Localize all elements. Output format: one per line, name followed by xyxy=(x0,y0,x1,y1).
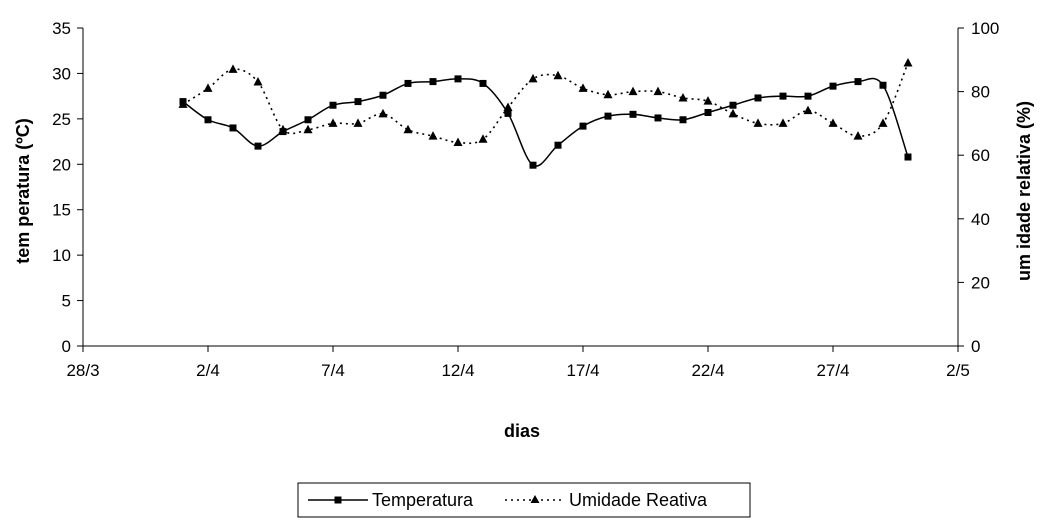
data-point-umidade xyxy=(453,137,463,146)
x-tick-label: 28/3 xyxy=(66,361,99,380)
x-tick-label: 27/4 xyxy=(816,361,849,380)
data-point-temperatura xyxy=(904,153,912,161)
y2-tick-label: 0 xyxy=(971,337,980,356)
legend-label-temperatura: Temperatura xyxy=(372,490,474,510)
data-point-temperatura xyxy=(379,91,387,99)
x-tick-label: 7/4 xyxy=(321,361,345,380)
data-point-umidade xyxy=(603,89,613,99)
data-point-umidade xyxy=(553,70,563,80)
legend-marker-temperatura xyxy=(334,496,342,504)
data-point-umidade xyxy=(353,118,363,127)
y-axis-title: tem peratura (ºC) xyxy=(13,118,33,264)
x-axis-title: dias xyxy=(504,421,540,441)
data-point-umidade xyxy=(778,118,788,127)
y-tick-label: 5 xyxy=(62,292,71,311)
data-point-umidade xyxy=(328,118,338,127)
data-point-umidade xyxy=(428,131,438,140)
y2-tick-label: 60 xyxy=(971,146,990,165)
data-point-temperatura xyxy=(354,98,362,106)
y-tick-label: 20 xyxy=(52,155,71,174)
y-tick-label: 35 xyxy=(52,19,71,38)
y2-tick-label: 20 xyxy=(971,273,990,292)
data-point-temperatura xyxy=(804,92,812,100)
data-point-temperatura xyxy=(679,116,687,124)
data-point-temperatura xyxy=(704,108,712,116)
data-point-temperatura xyxy=(329,101,337,109)
data-point-temperatura xyxy=(479,79,487,87)
data-point-temperatura xyxy=(529,161,537,169)
series-line-temperatura xyxy=(182,77,909,167)
data-point-umidade xyxy=(578,83,588,92)
legend-marker-umidade xyxy=(530,495,540,503)
data-point-temperatura xyxy=(579,122,587,130)
data-point-umidade xyxy=(303,124,313,134)
data-point-umidade xyxy=(728,108,738,118)
data-point-umidade xyxy=(628,86,638,96)
data-point-umidade xyxy=(503,102,513,111)
data-point-umidade xyxy=(253,77,263,86)
data-point-umidade xyxy=(228,64,238,73)
y-tick-label: 30 xyxy=(52,64,71,83)
data-point-umidade xyxy=(803,105,813,115)
data-point-temperatura xyxy=(554,141,562,149)
y2-axis-title: um idade relativa (%) xyxy=(1014,101,1034,281)
y-tick-label: 15 xyxy=(52,201,71,220)
y2-tick-label: 40 xyxy=(971,210,990,229)
data-point-temperatura xyxy=(629,110,637,118)
x-tick-label: 12/4 xyxy=(441,361,474,380)
y2-tick-label: 80 xyxy=(971,83,990,102)
data-point-umidade xyxy=(378,108,388,118)
data-point-umidade xyxy=(853,131,863,140)
data-point-temperatura xyxy=(254,142,262,150)
data-point-umidade xyxy=(203,83,213,92)
data-point-umidade xyxy=(703,96,713,105)
data-point-temperatura xyxy=(754,94,762,102)
data-point-temperatura xyxy=(829,82,837,90)
data-point-temperatura xyxy=(229,124,237,132)
data-point-umidade xyxy=(878,118,888,127)
axes xyxy=(77,27,964,352)
data-point-umidade xyxy=(478,134,488,143)
data-point-temperatura xyxy=(654,114,662,122)
tick-labels: 0 5 10 15 20 25 30 35 0 20 40 60 80 100 28/3 2/4 7/4 12/4… xyxy=(52,19,999,380)
data-point-umidade xyxy=(528,73,538,83)
y-tick-label: 25 xyxy=(52,110,71,129)
series-line-umidade xyxy=(182,62,909,145)
data-point-temperatura xyxy=(454,75,462,83)
x-tick-label: 2/5 xyxy=(946,361,970,380)
data-point-temperatura xyxy=(504,109,512,117)
data-point-umidade xyxy=(653,86,663,96)
data-point-umidade xyxy=(403,124,413,134)
data-point-temperatura xyxy=(304,116,312,124)
data-point-umidade xyxy=(828,118,838,127)
data-point-temperatura xyxy=(429,78,437,86)
data-point-umidade xyxy=(903,57,913,67)
legend: Temperatura Umidade Reativa xyxy=(297,482,751,518)
data-point-umidade xyxy=(278,124,288,134)
data-point-temperatura xyxy=(204,116,212,124)
data-point-temperatura xyxy=(404,79,412,87)
data-point-umidade xyxy=(178,99,188,108)
y2-tick-label: 100 xyxy=(971,19,999,38)
legend-label-umidade: Umidade Reativa xyxy=(569,490,708,510)
x-tick-label: 2/4 xyxy=(196,361,220,380)
data-point-temperatura xyxy=(854,78,862,86)
series-layer xyxy=(178,57,913,169)
data-point-temperatura xyxy=(879,81,887,89)
y-tick-label: 0 xyxy=(62,337,71,356)
data-point-temperatura xyxy=(604,112,612,120)
y-tick-label: 10 xyxy=(52,246,71,265)
data-point-umidade xyxy=(678,92,688,102)
data-point-umidade xyxy=(753,118,763,127)
data-point-temperatura xyxy=(779,92,787,100)
x-tick-label: 17/4 xyxy=(566,361,599,380)
data-point-temperatura xyxy=(729,101,737,109)
x-tick-label: 22/4 xyxy=(691,361,724,380)
